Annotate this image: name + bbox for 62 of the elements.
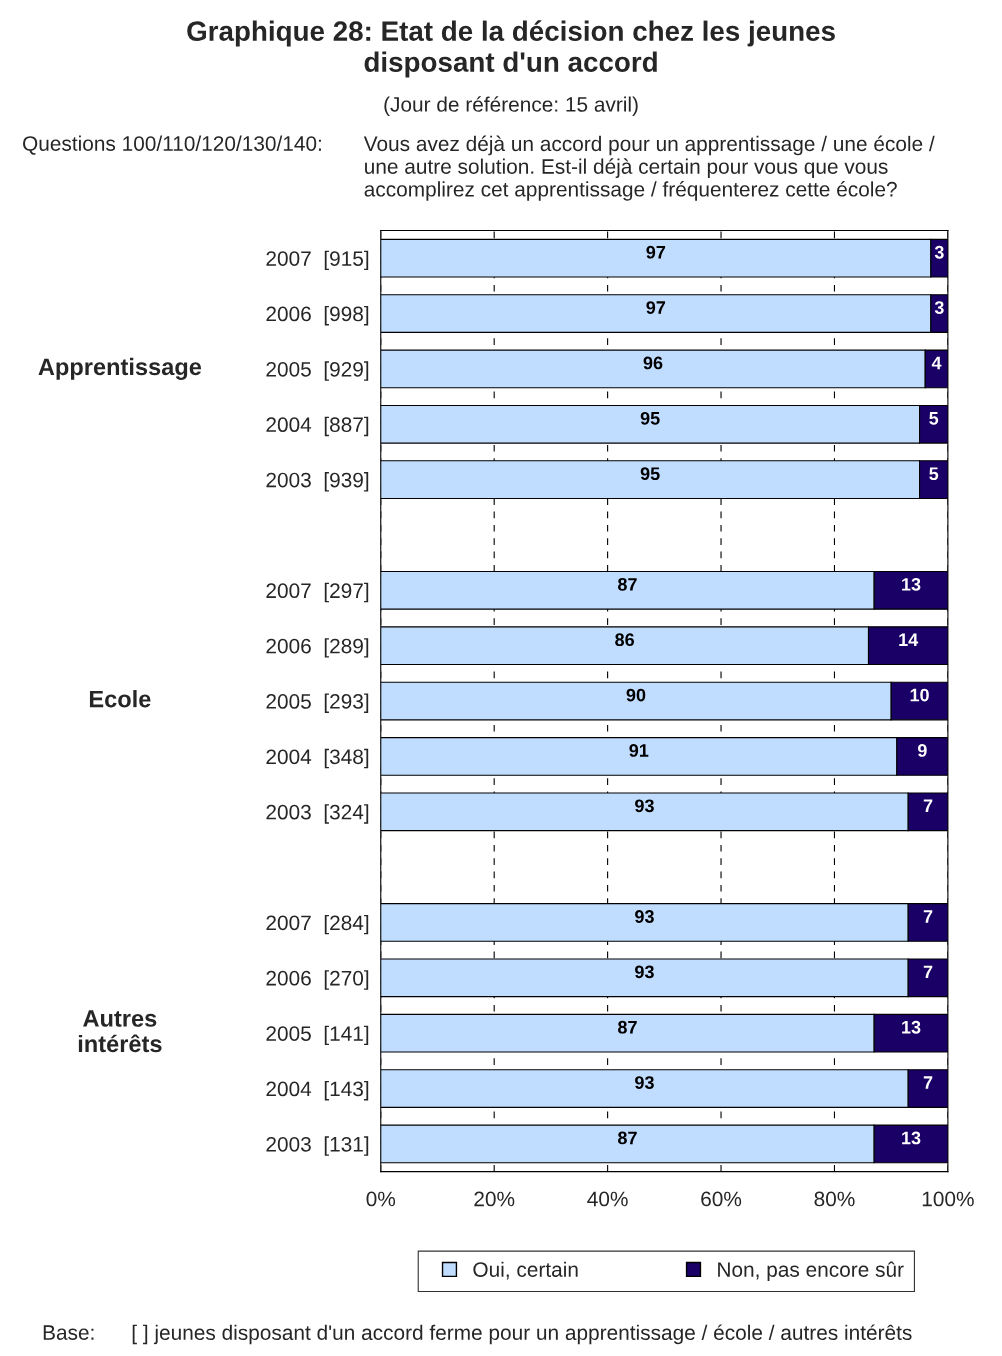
y-tick-label: 2006 [289] [266, 638, 369, 658]
data-label: 13 [902, 577, 921, 591]
x-tick-label: 100% [922, 1191, 974, 1207]
data-label: 3 [934, 301, 944, 314]
data-label: 87 [617, 1020, 637, 1034]
text: [ ] jeunes disposant d'un accord ferme pour un apprentissage / école / autres intérêts [132, 1324, 912, 1345]
y-tick-label: 2004 [143] [266, 1081, 369, 1101]
text: Apprentissage [38, 357, 202, 380]
data-label: 95 [640, 411, 660, 425]
data-label: 93 [635, 910, 654, 923]
data-label: 90 [626, 688, 646, 702]
data-label: 10 [910, 688, 929, 702]
y-tick-label: 2007 [284] [266, 914, 369, 935]
y-tick-label: 2003 [939] [266, 472, 369, 492]
legend-label: Oui, certain [473, 1261, 578, 1280]
data-label: 91 [629, 744, 649, 757]
data-label: 93 [635, 965, 654, 979]
data-label: 7 [923, 965, 933, 979]
text: Autres intérêts [78, 1010, 162, 1053]
data-label: 95 [640, 467, 660, 481]
data-label: 97 [646, 301, 666, 314]
data-label: 14 [899, 633, 919, 646]
y-tick-label: 2004 [348] [266, 748, 369, 769]
data-label: 86 [615, 633, 635, 647]
data-label: 4 [931, 356, 942, 370]
data-label: 96 [643, 356, 663, 370]
chart-title: Graphique 28: Etat de la décision chez les jeunes disposant d'un accord [187, 20, 835, 78]
text: Ecole [89, 690, 151, 708]
text: Questions 100/110/120/130/140: [23, 135, 321, 155]
y-tick-label: 2006 [998] [266, 306, 369, 326]
data-label: 93 [635, 1076, 654, 1089]
data-label: 87 [617, 577, 637, 591]
x-tick-label: 40% [587, 1191, 628, 1207]
x-tick-label: 80% [814, 1191, 855, 1207]
y-tick-label: 2005 [929] [266, 361, 369, 381]
y-tick-label: 2007 [915] [266, 250, 369, 271]
y-tick-label: 2004 [887] [266, 416, 369, 437]
y-tick-label: 2005 [141] [266, 1025, 369, 1046]
data-label: 7 [923, 910, 933, 923]
data-label: 97 [646, 245, 666, 259]
x-tick-label: 0% [366, 1191, 396, 1207]
data-label: 13 [902, 1131, 921, 1145]
data-label: 93 [635, 799, 654, 813]
data-label: 87 [617, 1131, 637, 1145]
data-label: 9 [917, 744, 927, 757]
data-label: 5 [929, 412, 939, 425]
y-tick-label: 2003 [324] [266, 804, 369, 824]
text: Base: [43, 1325, 94, 1340]
legend-label: Non, pas encore sûr [718, 1261, 904, 1282]
y-tick-label: 2007 [297] [266, 582, 369, 603]
data-label: 7 [923, 1076, 933, 1089]
text: Vous avez déjà un accord pour un apprentissage / une école / une autre solution. Est-il déjà certain pour vous que vous accomplirez cet apprentissage / fréquenterez cette école? [363, 135, 935, 201]
data-label: 5 [929, 467, 939, 481]
data-label: 13 [902, 1020, 921, 1034]
x-tick-label: 20% [474, 1191, 515, 1207]
chart-subtitle: (Jour de référence: 15 avril) [384, 96, 638, 116]
y-tick-label: 2005 [293] [266, 693, 369, 713]
x-tick-label: 60% [701, 1191, 742, 1207]
data-label: 3 [934, 245, 944, 259]
data-label: 7 [923, 799, 933, 813]
y-tick-label: 2003 [131] [266, 1136, 369, 1156]
y-tick-label: 2006 [270] [266, 970, 369, 990]
